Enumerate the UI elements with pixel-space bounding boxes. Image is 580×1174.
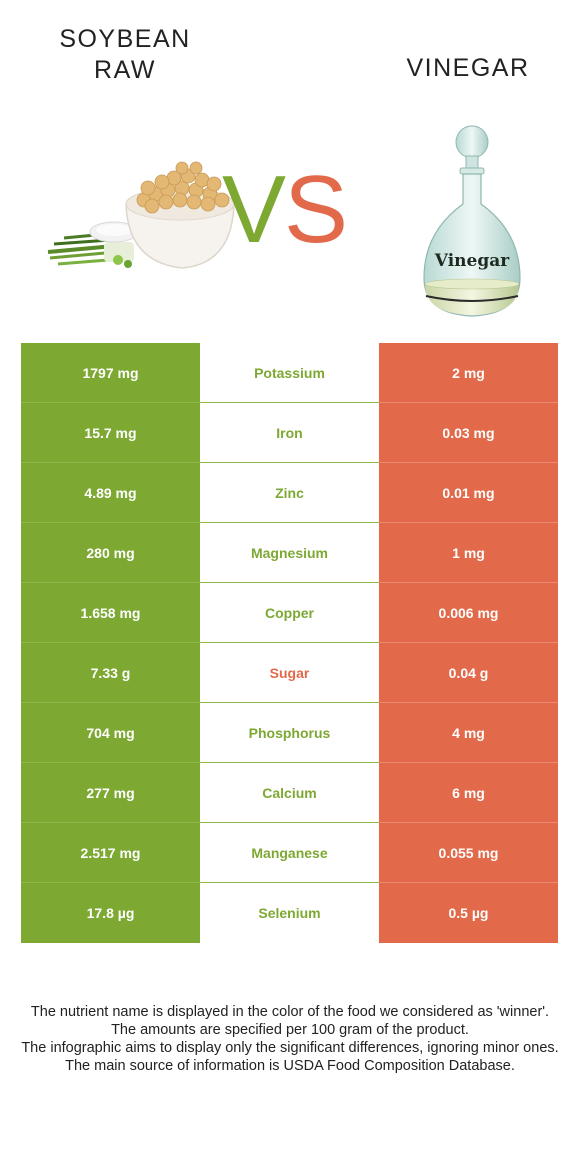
table-row: 280 mg Magnesium 1 mg	[21, 523, 558, 583]
left-food-value: 1.658 mg	[21, 583, 200, 643]
footnote-line: The main source of information is USDA F…	[65, 1058, 515, 1074]
right-food-value: 0.04 g	[379, 643, 558, 703]
footnote-line: The infographic aims to display only the…	[21, 1040, 559, 1056]
soybean-bowl-image	[47, 161, 235, 269]
table-row: 2.517 mg Manganese 0.055 mg	[21, 823, 558, 883]
left-food-value: 7.33 g	[21, 643, 200, 703]
left-food-value: 280 mg	[21, 523, 200, 583]
right-food-value: 0.055 mg	[379, 823, 558, 883]
nutrient-name: Phosphorus	[200, 703, 379, 763]
table-row: 15.7 mg Iron 0.03 mg	[21, 403, 558, 463]
vs-s-letter: S	[284, 156, 348, 263]
left-food-title: SOYBEAN RAW	[40, 24, 210, 86]
right-food-value: 0.03 mg	[379, 403, 558, 463]
footnote: The nutrient name is displayed in the co…	[16, 1003, 564, 1075]
nutrient-name: Potassium	[200, 343, 379, 403]
right-food-value: 1 mg	[379, 523, 558, 583]
table-row: 1.658 mg Copper 0.006 mg	[21, 583, 558, 643]
left-food-value: 277 mg	[21, 763, 200, 823]
nutrient-name: Zinc	[200, 463, 379, 523]
right-food-title: VINEGAR	[406, 54, 530, 82]
table-row: 277 mg Calcium 6 mg	[21, 763, 558, 823]
nutrient-name: Sugar	[200, 643, 379, 703]
left-food-value: 17.8 µg	[21, 883, 200, 943]
right-food-value: 2 mg	[379, 343, 558, 403]
nutrient-name: Selenium	[200, 883, 379, 943]
left-food-value: 2.517 mg	[21, 823, 200, 883]
vs-label: VS	[222, 160, 362, 260]
table-row: 7.33 g Sugar 0.04 g	[21, 643, 558, 703]
nutrient-name: Magnesium	[200, 523, 379, 583]
left-food-title-line1: SOYBEAN	[59, 25, 191, 53]
vs-v-letter: V	[222, 156, 286, 263]
right-food-value: 0.5 µg	[379, 883, 558, 943]
table-row: 704 mg Phosphorus 4 mg	[21, 703, 558, 763]
green-onion-icon	[47, 232, 134, 268]
left-food-value: 1797 mg	[21, 343, 200, 403]
left-food-title-line2: RAW	[94, 56, 156, 84]
right-food-value: 0.01 mg	[379, 463, 558, 523]
footnote-line: The amounts are specified per 100 gram o…	[111, 1022, 469, 1038]
nutrient-name: Iron	[200, 403, 379, 463]
table-row: 1797 mg Potassium 2 mg	[21, 343, 558, 403]
bottle-label: Vinegar	[434, 251, 510, 271]
vinegar-bottle-image: Vinegar	[423, 125, 521, 317]
table-row: 4.89 mg Zinc 0.01 mg	[21, 463, 558, 523]
nutrient-name: Manganese	[200, 823, 379, 883]
right-food-value: 6 mg	[379, 763, 558, 823]
right-food-value: 0.006 mg	[379, 583, 558, 643]
nutrient-name: Copper	[200, 583, 379, 643]
nutrient-comparison-table: 1797 mg Potassium 2 mg 15.7 mg Iron 0.03 mg 4.…	[21, 343, 558, 943]
footnote-line: The nutrient name is displayed in the co…	[30, 1004, 550, 1020]
left-food-value: 704 mg	[21, 703, 200, 763]
left-food-value: 4.89 mg	[21, 463, 200, 523]
table-row: 17.8 µg Selenium 0.5 µg	[21, 883, 558, 943]
nutrient-name: Calcium	[200, 763, 379, 823]
right-food-value: 4 mg	[379, 703, 558, 763]
left-food-value: 15.7 mg	[21, 403, 200, 463]
